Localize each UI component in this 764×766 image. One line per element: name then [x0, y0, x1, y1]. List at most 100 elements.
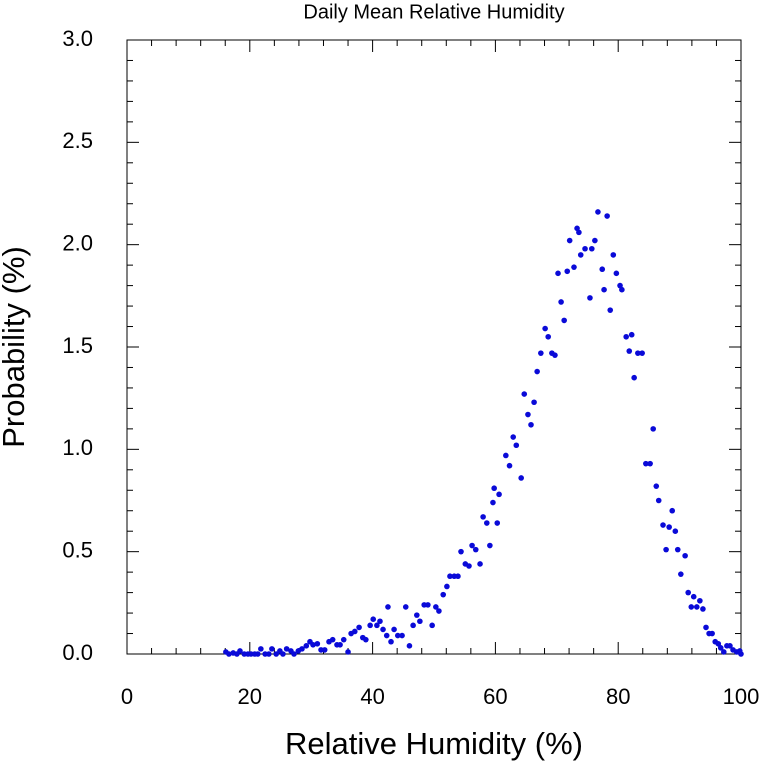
scatter-point — [682, 552, 688, 559]
scatter-point — [577, 252, 584, 258]
scatter-point — [558, 299, 564, 305]
x-axis-label: Relative Humidity (%) — [285, 726, 583, 761]
scatter-point — [491, 485, 497, 492]
scatter-point — [700, 606, 706, 612]
scatter-point — [367, 622, 373, 629]
scatter-point — [599, 266, 606, 273]
scatter-point — [582, 245, 588, 252]
scatter-point — [588, 245, 595, 252]
scatter-point — [674, 546, 681, 553]
scatter-point — [425, 602, 431, 608]
scatter-point — [607, 307, 614, 313]
scatter-point — [639, 350, 645, 356]
scatter-point — [363, 636, 369, 643]
scatter-point — [266, 651, 272, 657]
scatter-point — [678, 571, 684, 577]
scatter-point — [321, 647, 328, 653]
scatter-point — [280, 651, 286, 657]
scatter-point — [685, 589, 691, 596]
scatter-point — [299, 646, 305, 652]
scatter-point — [506, 462, 513, 469]
x-tick-label: 80 — [606, 684, 630, 709]
scatter-point — [429, 622, 435, 629]
scatter-point — [531, 399, 537, 406]
scatter-point — [388, 638, 394, 645]
scatter-point — [237, 648, 243, 654]
scatter-point — [310, 641, 316, 648]
scatter-point — [604, 213, 610, 219]
scatter-point — [555, 270, 561, 277]
scatter-point — [356, 624, 362, 631]
x-tick-label: 40 — [360, 684, 384, 709]
scatter-point — [254, 651, 261, 657]
scatter-point — [561, 317, 567, 324]
scatter-point — [592, 237, 598, 244]
scatter-point — [521, 391, 528, 397]
scatter-point — [402, 604, 409, 610]
scatter-point — [480, 514, 486, 520]
scatter-point — [314, 640, 321, 647]
scatter-point — [351, 628, 358, 635]
scatter-point — [496, 491, 502, 498]
scatter-point — [269, 646, 275, 652]
scatter-point — [717, 645, 724, 651]
scatter-point — [503, 452, 509, 459]
scatter-point — [399, 632, 405, 639]
scatter-point — [688, 604, 695, 610]
x-tick-label: 0 — [121, 684, 133, 709]
scatter-point — [380, 626, 386, 633]
scatter-point — [564, 268, 571, 275]
scatter-point — [436, 608, 442, 614]
scatter-point — [571, 264, 577, 270]
scatter-point — [587, 295, 593, 301]
scatter-point — [329, 636, 336, 643]
scatter-point — [374, 622, 380, 629]
scatter-point — [477, 561, 483, 567]
scatter-point — [542, 325, 548, 332]
scatter-point — [291, 651, 297, 657]
scatter-point — [226, 651, 232, 657]
scatter-point — [490, 499, 496, 506]
scatter-point — [595, 209, 601, 215]
scatter-point — [494, 520, 501, 526]
scatter-point — [660, 522, 666, 528]
scatter-point — [566, 237, 573, 244]
scatter-point — [534, 368, 540, 375]
scatter-point — [337, 641, 343, 648]
scatter-point — [414, 612, 420, 618]
scatter-point — [345, 649, 351, 655]
scatter-point — [469, 542, 475, 549]
scatter-point — [545, 333, 552, 340]
scatter-point — [601, 286, 607, 293]
y-axis-label: Probability (%) — [0, 246, 31, 448]
scatter-point — [447, 573, 453, 580]
scatter-point — [631, 374, 637, 381]
scatter-point — [619, 286, 625, 293]
scatter-point — [525, 411, 531, 418]
y-tick-label: 2.5 — [62, 128, 93, 153]
x-tick-label: 100 — [723, 684, 760, 709]
scatter-point — [666, 524, 672, 530]
scatter-point — [417, 618, 423, 625]
scatter-point — [410, 622, 416, 629]
scatter-point — [647, 460, 653, 467]
scatter-point — [513, 442, 520, 449]
scatter-point — [518, 475, 524, 481]
scatter-point — [510, 434, 517, 440]
scatter-point — [394, 632, 401, 639]
scatter-point — [672, 528, 679, 534]
scatter-point — [538, 350, 544, 356]
scatter-point — [623, 333, 629, 340]
y-tick-label: 0.0 — [62, 640, 93, 665]
scatter-point — [635, 350, 641, 356]
y-tick-label: 3.0 — [62, 26, 93, 51]
scatter-point — [472, 546, 479, 553]
scatter-point — [650, 426, 656, 432]
scatter-point — [690, 593, 697, 600]
y-tick-label: 1.0 — [62, 435, 93, 460]
scatter-point — [458, 548, 464, 555]
scatter-point — [377, 618, 383, 625]
scatter-point — [669, 507, 676, 514]
scatter-point — [466, 563, 472, 569]
scatter-point — [433, 604, 439, 610]
